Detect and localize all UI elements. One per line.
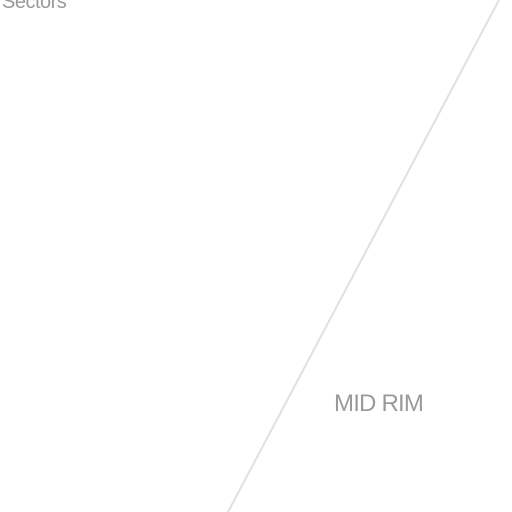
sectors-label: Sectors xyxy=(2,0,67,13)
mid-rim-region-label: MID RIM xyxy=(334,390,424,417)
region-boundary-line xyxy=(227,0,500,512)
